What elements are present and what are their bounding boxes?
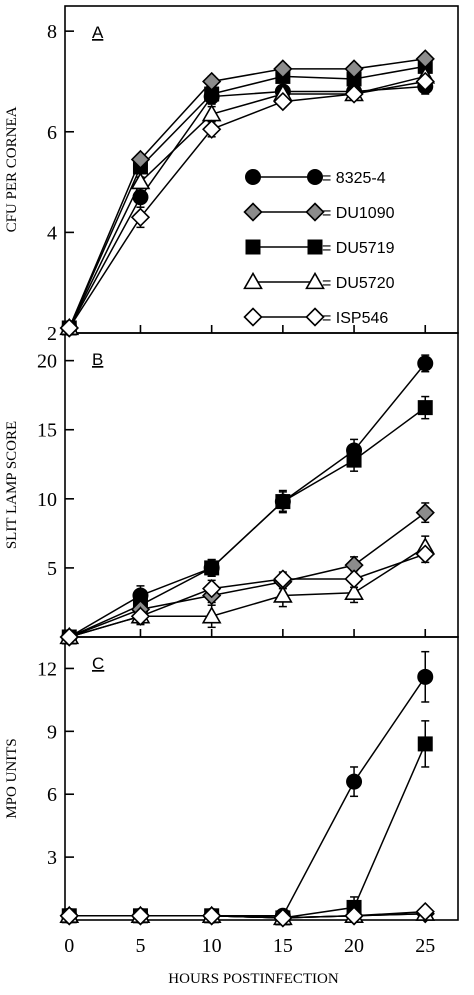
text-layer: 2 4 6 8 A CFU PER CORNEA 5 10 15 20 B SLIT LAMP SCO…	[4, 21, 435, 987]
legend-marker-left-DU5719	[245, 239, 261, 255]
legend-marker-right-DU1090	[305, 202, 325, 222]
panel-A-label: A	[92, 23, 104, 42]
panel-A-line-DU5719	[68, 65, 426, 329]
panel-B-line-8325-4	[68, 362, 426, 638]
panel-A-ytick-label: 6	[47, 122, 57, 144]
panel-C-point-ISP546	[415, 901, 435, 922]
panel-C-frame	[64, 636, 459, 921]
panel-A-ylabel: CFU PER CORNEA	[4, 106, 20, 232]
panel-B-ytick-label: 20	[37, 351, 57, 373]
panel-C-point-ISP546	[344, 906, 364, 926]
panel-B-point-DU5720	[201, 606, 222, 624]
panel-A-point-ISP546	[273, 91, 293, 112]
panel-A-point-ISP546	[415, 71, 435, 92]
x-axis-label: HOURS POSTINFECTION	[168, 971, 339, 987]
panel-B-point-ISP546	[344, 569, 364, 589]
legend-entry-DU5719: = DU5719	[322, 240, 395, 257]
panel-A-ytick-label: 8	[47, 21, 57, 43]
panel-A-point-DU1090	[273, 59, 293, 79]
legend-marker-right-DU5719	[307, 239, 323, 255]
legend-marker-right-ISP546	[305, 307, 325, 327]
panel-C-ytick-label: 12	[37, 658, 57, 680]
legend-marker-left-ISP546	[243, 307, 263, 327]
panel-C-ytick-label: 6	[47, 784, 57, 806]
panel-A-point-ISP546	[130, 207, 151, 227]
panel-A-point-DU5719	[346, 71, 362, 87]
panel-B-ytick-label: 5	[47, 558, 57, 580]
panel-B-point-ISP546	[130, 606, 151, 626]
legend-entry-DU1090: = DU1090	[322, 205, 395, 222]
panel-C-point-ISP546	[59, 906, 79, 926]
panel-B-point-8325-4	[417, 355, 434, 372]
panel-B-point-DU5719	[346, 452, 362, 468]
panel-B-line-DU5720	[69, 546, 426, 638]
xtick-label: 10	[202, 935, 222, 957]
panel-C-line-DU5719	[69, 743, 426, 919]
legend-marker-left-DU5720	[243, 271, 263, 290]
panel-B-point-DU5719	[275, 494, 291, 510]
legend-entry-8325-4: = 8325-4	[322, 170, 386, 187]
panel-C-ytick-label: 3	[47, 847, 57, 869]
panel-B-point-ISP546	[202, 579, 222, 599]
xtick-label: 0	[64, 935, 74, 957]
xtick-label: 5	[135, 935, 145, 957]
legend-marker-right-8325-4	[307, 169, 323, 185]
panel-B-line-ISP546	[69, 553, 426, 638]
panel-C-line-ISP546	[69, 910, 426, 919]
panel-B-point-ISP546	[59, 627, 79, 647]
panel-B-point-ISP546	[273, 569, 293, 589]
xtick-label: 20	[344, 935, 364, 957]
panel-C-point-8325-4	[417, 668, 434, 685]
panel-A-point-8325-4	[132, 189, 149, 206]
panel-A-point-DU5720	[130, 171, 151, 190]
panel-B-point-DU5719	[417, 400, 433, 416]
panel-C-ylabel: MPO UNITS	[4, 738, 20, 818]
panel-C-point-DU5719	[417, 736, 433, 752]
panel-C-point-8325-4	[346, 773, 363, 790]
panel-A-line-ISP546	[68, 80, 426, 329]
panel-B-point-DU5720	[272, 585, 293, 603]
panel-C-point-ISP546	[202, 906, 222, 926]
panel-A-ytick-label: 2	[47, 323, 57, 345]
panel-A-line-DU5720	[68, 75, 426, 329]
panel-B-point-DU5720	[344, 582, 364, 600]
legend-marker-left-8325-4	[245, 169, 261, 185]
panel-C-line-8325-4	[69, 676, 426, 917]
panel-A-point-DU1090	[202, 71, 222, 92]
panel-A-point-ISP546	[59, 318, 79, 338]
panel-C-point-ISP546	[273, 908, 293, 928]
series-lines	[68, 58, 426, 919]
panel-B-ytick-label: 10	[37, 489, 57, 511]
panel-B-label: B	[92, 350, 103, 369]
panel-A-ytick-label: 4	[47, 222, 57, 244]
legend: = 8325-4 = DU1090 = DU5719 = DU5720 = ISP546	[243, 169, 395, 327]
panel-A-point-DU5719	[204, 86, 220, 102]
panel-A-point-DU1090	[344, 59, 364, 79]
legend-marker-left-DU1090	[243, 202, 263, 222]
panel-B-point-ISP546	[415, 544, 435, 564]
panel-B-point-DU5719	[204, 560, 220, 576]
panel-B-line-DU5719	[68, 407, 426, 638]
panel-C-point-ISP546	[130, 906, 151, 926]
panel-B-ytick-label: 15	[37, 420, 57, 442]
panel-A-point-DU1090	[130, 149, 151, 170]
panel-B-point-DU1090	[415, 503, 435, 523]
legend-marker-right-DU5720	[305, 271, 325, 290]
axes-layer	[64, 5, 459, 921]
panel-B-frame	[64, 332, 459, 638]
panel-C-label: C	[92, 654, 104, 673]
panel-B-line-DU1090	[69, 512, 426, 638]
panel-A-line-DU1090	[68, 58, 426, 329]
legend-entry-DU5720: = DU5720	[322, 275, 395, 292]
series-markers	[59, 49, 436, 928]
panel-A-point-ISP546	[344, 84, 364, 104]
panel-A-frame	[64, 5, 459, 334]
panel-A-point-ISP546	[202, 119, 222, 139]
xtick-label: 25	[415, 935, 435, 957]
legend-entry-ISP546: = ISP546	[322, 310, 388, 327]
panel-C-ytick-label: 9	[47, 721, 57, 743]
panel-B-ylabel: SLIT LAMP SCORE	[4, 421, 20, 549]
xtick-label: 15	[273, 935, 293, 957]
